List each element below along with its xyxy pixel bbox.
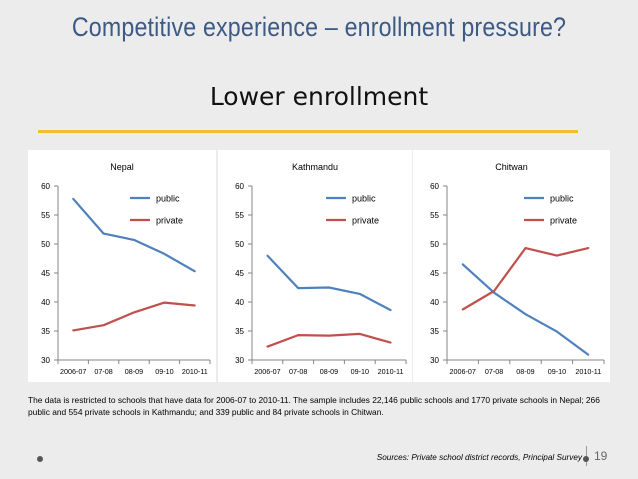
legend-label-private: private <box>156 216 183 226</box>
chart-panel-nepal: Nepal 30 35 40 45 50 55 60 2006-07 07-08 08-09 09-… <box>28 150 216 382</box>
data-point-private <box>72 329 75 332</box>
data-point-public <box>461 263 464 266</box>
y-tick-label: 60 <box>41 182 50 191</box>
data-point-private <box>587 247 590 250</box>
data-point-public <box>297 287 300 290</box>
x-tick-label: 08-09 <box>125 367 143 376</box>
y-tick-label: 45 <box>41 269 50 278</box>
legend-label-public: public <box>352 194 376 204</box>
y-tick-label: 55 <box>235 211 244 220</box>
y-tick-label: 35 <box>430 327 439 336</box>
y-tick-label: 45 <box>235 269 244 278</box>
data-note: The data is restricted to schools that h… <box>28 395 600 417</box>
chart-panel-kathmandu: Kathmandu 30 35 40 45 50 55 60 2006-07 07-08 08-0… <box>218 150 412 382</box>
legend-label-private: private <box>550 216 577 226</box>
x-tick-label: 2010-11 <box>378 367 404 376</box>
data-point-private <box>461 308 464 311</box>
data-point-public <box>163 252 166 255</box>
data-point-private <box>297 334 300 337</box>
data-point-private <box>358 332 361 335</box>
x-tick-label: 07-08 <box>94 367 112 376</box>
chart-title: Kathmandu <box>291 162 339 172</box>
y-tick-label: 50 <box>41 240 50 249</box>
data-point-private <box>193 304 196 307</box>
y-tick-label: 30 <box>430 356 439 365</box>
data-point-private <box>524 247 527 250</box>
page-number: 19 <box>594 449 608 463</box>
data-point-public <box>328 286 330 289</box>
chart-svg: 30 35 40 45 50 55 60 2006-07 07-08 08-09 09-10 2010… <box>430 182 605 376</box>
source-citation: Sources: Private school district records… <box>376 453 582 462</box>
x-tick-label: 09-10 <box>351 367 369 376</box>
y-tick-label: 30 <box>41 356 50 365</box>
x-tick-label: 2006-07 <box>60 367 86 376</box>
chart-svg: 30 35 40 45 50 55 60 2006-07 07-08 08-09 09-10 2010… <box>235 182 407 376</box>
x-tick-label: 09-10 <box>155 367 173 376</box>
y-tick-label: 40 <box>430 298 439 307</box>
data-point-private <box>493 289 496 292</box>
data-point-public <box>266 254 269 257</box>
y-tick-label: 55 <box>41 211 50 220</box>
x-tick-label: 2006-07 <box>254 367 280 376</box>
x-tick-label: 07-08 <box>289 367 307 376</box>
y-tick-label: 35 <box>41 327 50 336</box>
x-tick-label: 07-08 <box>485 367 503 376</box>
data-point-private <box>555 254 558 257</box>
chart-title: Chitwan <box>495 162 528 172</box>
series-line-private <box>73 301 195 332</box>
series-line-public <box>266 254 392 312</box>
x-tick-label: 2006-07 <box>450 367 476 376</box>
legend-label-public: public <box>550 194 574 204</box>
y-tick-label: 30 <box>235 356 244 365</box>
data-point-public <box>72 197 75 200</box>
chart-svg: 30 35 40 45 50 55 60 2006-07 07-08 08-09 09-10 2010… <box>41 182 211 376</box>
slide-subtitle: Lower enrollment <box>209 82 429 111</box>
data-point-public <box>358 292 361 295</box>
x-tick-label: 2010-11 <box>575 367 601 376</box>
footer-dot-left <box>37 456 43 462</box>
series-line-public <box>72 198 196 273</box>
x-tick-label: 08-09 <box>516 367 534 376</box>
y-tick-label: 55 <box>430 211 439 220</box>
data-point-private <box>133 311 135 314</box>
y-tick-label: 60 <box>430 182 439 191</box>
footer-dot-right <box>583 456 589 462</box>
y-tick-label: 35 <box>235 327 244 336</box>
y-tick-label: 45 <box>430 269 439 278</box>
data-point-public <box>587 353 590 356</box>
chart-panel-chitwan: Chitwan 30 35 40 45 50 55 60 2006-07 07-08 08-09 0… <box>413 150 610 382</box>
x-tick-label: 09-10 <box>548 367 566 376</box>
series-line-public <box>461 263 589 356</box>
data-point-private <box>389 341 392 344</box>
x-tick-label: 08-09 <box>320 367 338 376</box>
chart-title: Nepal <box>110 162 134 172</box>
data-point-private <box>102 324 105 327</box>
data-point-public <box>389 309 392 312</box>
data-point-private <box>266 345 269 348</box>
legend-label-public: public <box>156 194 180 204</box>
data-point-public <box>133 238 135 241</box>
data-point-public <box>102 232 105 235</box>
title-divider-rule <box>38 130 578 133</box>
legend-label-private: private <box>352 216 379 226</box>
slide-title: Competitive experience – enrollment pres… <box>71 12 567 42</box>
y-tick-label: 40 <box>235 298 244 307</box>
y-tick-label: 50 <box>235 240 244 249</box>
y-tick-label: 60 <box>235 182 244 191</box>
data-point-private <box>328 334 330 337</box>
y-tick-label: 50 <box>430 240 439 249</box>
series-line-private <box>462 246 589 311</box>
data-point-public <box>524 313 527 316</box>
data-point-private <box>163 301 166 304</box>
x-tick-label: 2010-11 <box>182 367 208 376</box>
data-point-public <box>555 330 558 333</box>
y-tick-label: 40 <box>41 298 50 307</box>
data-point-public <box>193 270 196 273</box>
